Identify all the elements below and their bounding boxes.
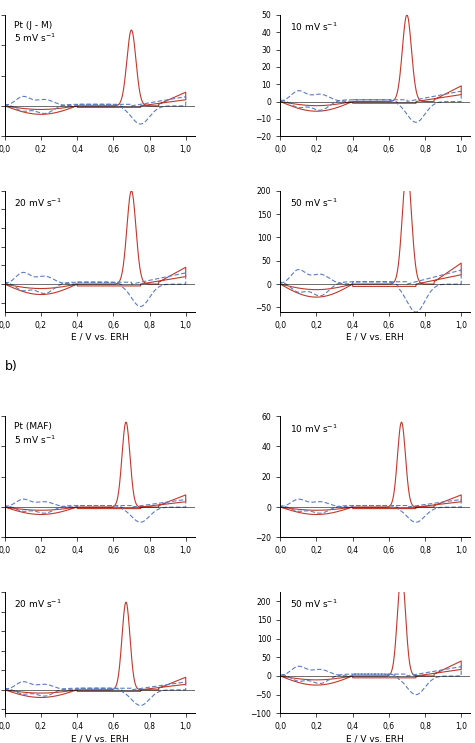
X-axis label: E / V vs. ERH: E / V vs. ERH: [71, 734, 129, 743]
Text: 50 mV s$^{-1}$: 50 mV s$^{-1}$: [290, 197, 337, 210]
Text: 20 mV s$^{-1}$: 20 mV s$^{-1}$: [14, 197, 62, 210]
X-axis label: E / V vs. ERH: E / V vs. ERH: [346, 333, 404, 342]
Text: b): b): [5, 360, 18, 373]
Text: 10 mV s$^{-1}$: 10 mV s$^{-1}$: [290, 422, 337, 435]
Text: 50 mV s$^{-1}$: 50 mV s$^{-1}$: [290, 598, 337, 611]
X-axis label: E / V vs. ERH: E / V vs. ERH: [71, 333, 129, 342]
Text: Pt (MAF)
5 mV s$^{-1}$: Pt (MAF) 5 mV s$^{-1}$: [14, 422, 56, 446]
Text: Pt (J - M)
5 mV s$^{-1}$: Pt (J - M) 5 mV s$^{-1}$: [14, 21, 56, 45]
X-axis label: E / V vs. ERH: E / V vs. ERH: [346, 734, 404, 743]
Text: 10 mV s$^{-1}$: 10 mV s$^{-1}$: [290, 21, 337, 33]
Text: 20 mV s$^{-1}$: 20 mV s$^{-1}$: [14, 598, 62, 611]
